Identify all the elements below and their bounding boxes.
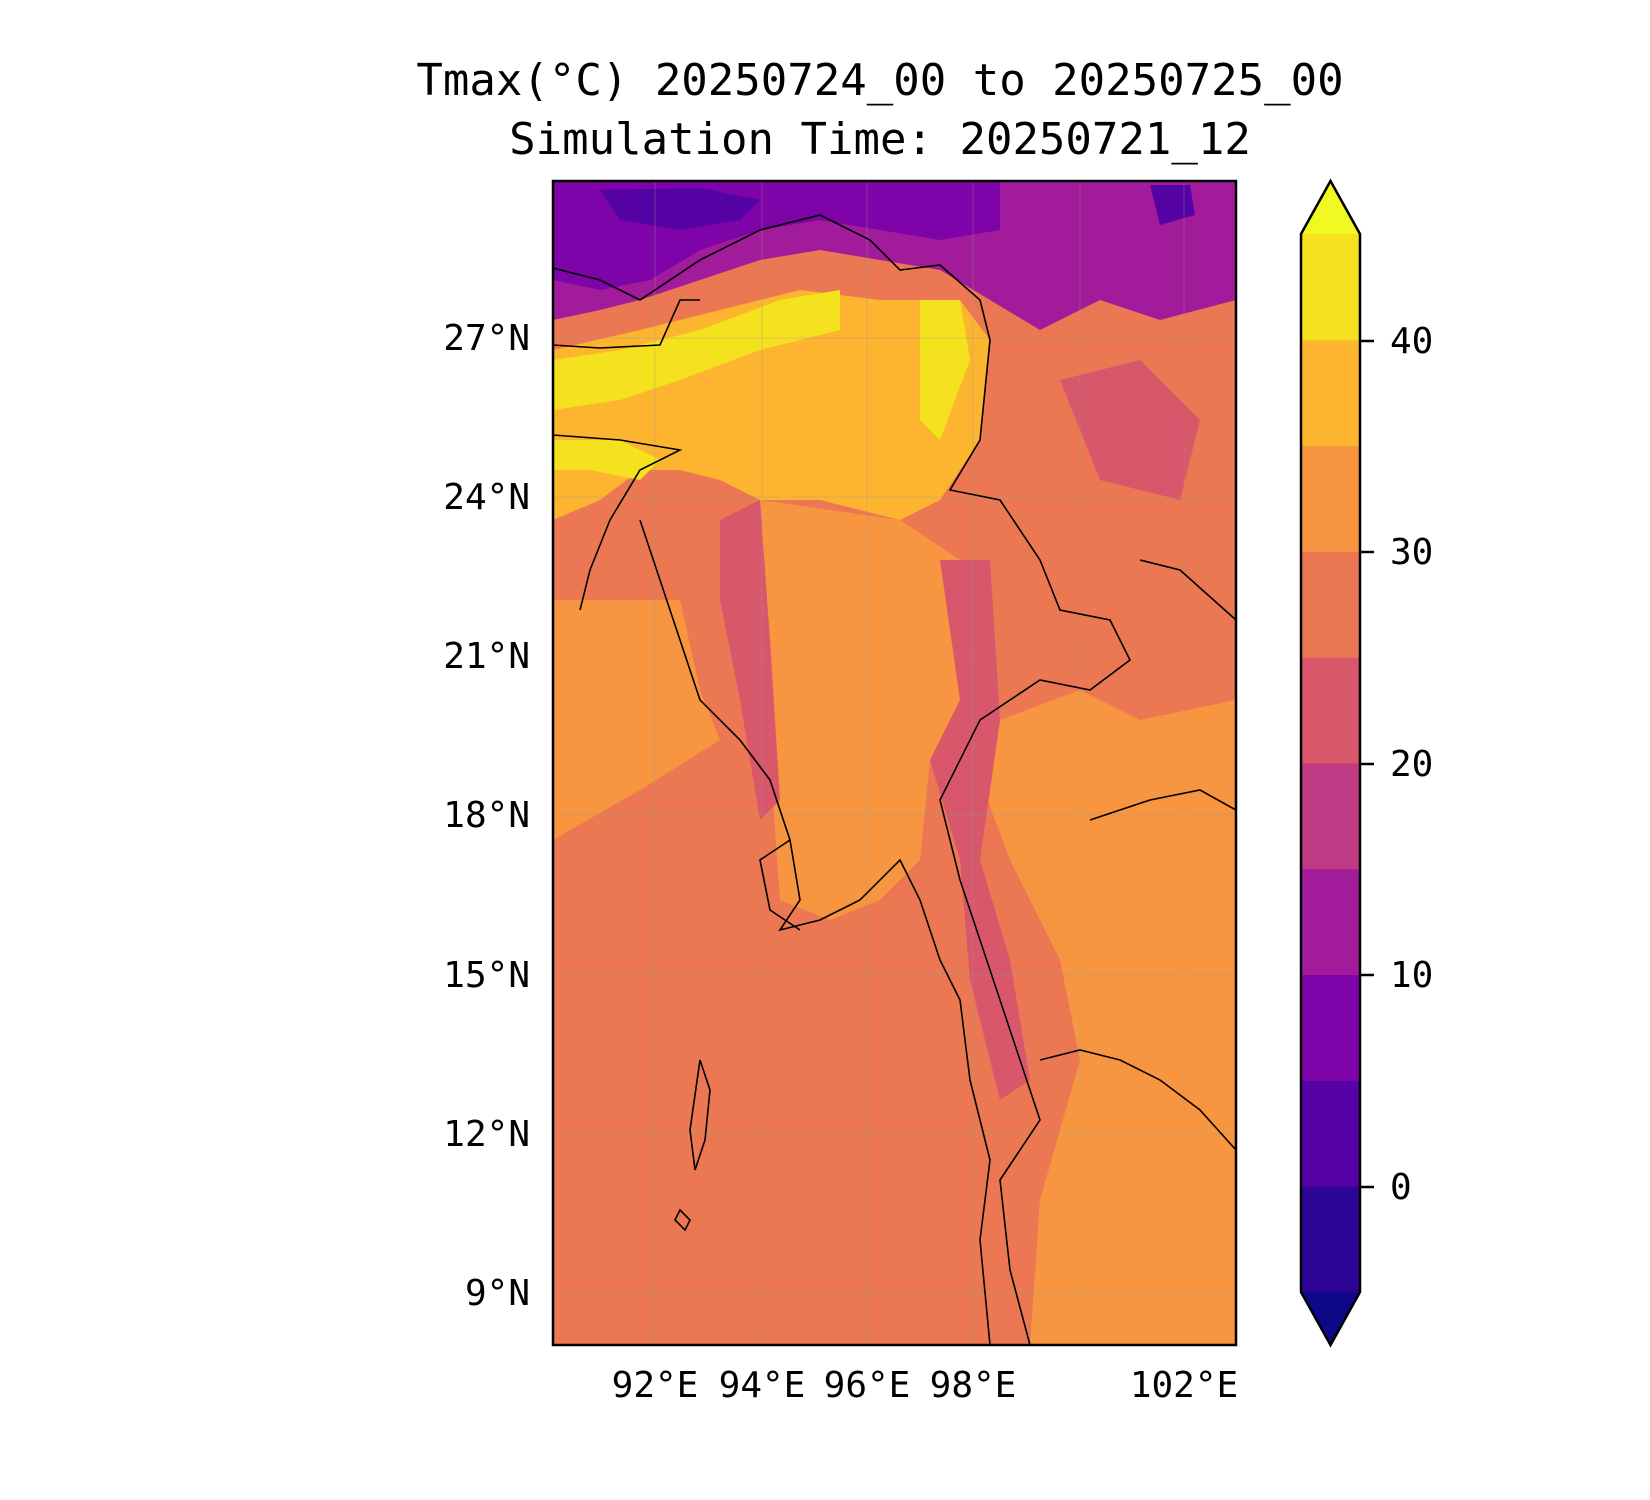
northern-hottest-band [553,290,840,410]
bengal-hot-patch [553,440,660,480]
colorbar-extend-max [1301,181,1360,234]
colorbar-segment [1301,445,1360,552]
colorbar-extend-min [1301,1292,1360,1345]
colorbar-segment [1301,1186,1360,1293]
colorbar-ticks: 40 30 20 10 0 [1360,321,1433,1208]
northeast-cold-patch [1150,185,1195,225]
colorbar-segment [1301,763,1360,870]
lat-tick-label: 24°N [443,477,530,518]
temperature-field [553,181,1236,1345]
lon-tick-label: 98°E [930,1365,1017,1406]
colorbar-tick-label: 40 [1390,321,1433,362]
colorbar-tick-label: 0 [1390,1167,1412,1208]
bay-warm-zone [553,600,720,840]
east-land-warm-zone [980,690,1236,1345]
lon-tick-label: 94°E [719,1365,806,1406]
map-gridlines [553,181,1236,1345]
central-valley-zone [760,500,960,920]
colorbar [1299,178,1362,1348]
lat-tick-label: 15°N [443,955,530,996]
colorbar-segment [1301,868,1360,976]
colorbar-segment [1301,1080,1360,1187]
western-ridge [720,500,780,820]
colorbar-outline [1299,178,1362,1348]
figure-subtitle: Simulation Time: 20250721_12 [509,114,1251,165]
colorbar-segment [1301,339,1360,447]
colorbar-segment [1301,657,1360,764]
tibet-coldest-patch [600,188,760,230]
figure-title: Tmax(°C) 20250724_00 to 20250725_00 [416,55,1343,106]
coastlines-borders [553,214,1236,1345]
latitude-axis: 27°N 24°N 21°N 18°N 15°N 12°N 9°N [443,318,530,1314]
north-myanmar-hot-patch [920,300,970,440]
longitude-axis: 92°E 94°E 96°E 98°E 102°E [612,1365,1239,1406]
lat-tick-label: 12°N [443,1114,530,1155]
northeast-cool-patch [1060,360,1200,500]
colorbar-tick-label: 30 [1390,532,1433,573]
lon-tick-label: 102°E [1130,1365,1238,1406]
colorbar-tick-label: 10 [1390,955,1433,996]
lat-tick-label: 21°N [443,636,530,677]
lon-tick-label: 96°E [824,1365,911,1406]
colorbar-segment [1301,974,1360,1081]
lat-tick-label: 27°N [443,318,530,359]
colorbar-segment [1301,551,1360,658]
lat-tick-label: 18°N [443,795,530,836]
colorbar-tick-label: 20 [1390,744,1433,785]
eastern-ridge [930,560,1030,1100]
colorbar-segment [1301,234,1360,341]
lat-tick-label: 9°N [465,1273,530,1314]
map-frame [551,179,1238,1347]
lon-tick-label: 92°E [612,1365,699,1406]
